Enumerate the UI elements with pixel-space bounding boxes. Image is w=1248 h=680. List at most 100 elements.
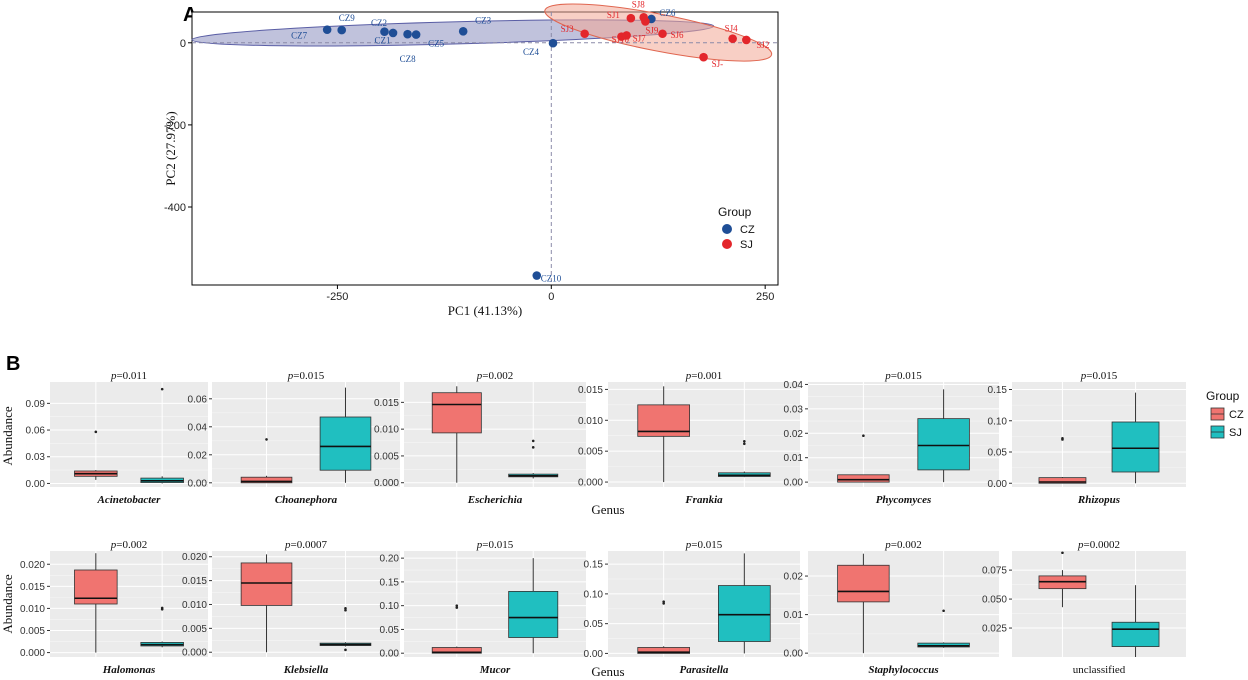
y-tick-label: 0.015 <box>374 398 399 409</box>
point-label: SJ- <box>712 59 724 69</box>
y-tick-label: 0.05 <box>380 625 400 636</box>
box-plot-grid: 0.000.030.060.09p=0.011Acinetobacter0.00… <box>0 370 1244 679</box>
box-cz <box>240 562 293 606</box>
p-value-label: p=0.015 <box>1080 370 1118 382</box>
p-symbol: p <box>1077 539 1084 551</box>
p-value-label: p=0.0002 <box>1077 539 1120 551</box>
x-axis-title: PC1 (41.13%) <box>448 303 522 318</box>
genus-label: unclassified <box>1073 664 1126 676</box>
genus-label: Rhizopus <box>1077 494 1120 506</box>
p-value: =0.015 <box>293 370 324 382</box>
facet-phycomyces: 0.00 0.01 0.02 0.03 0.04 p=0.015 Phycomyces <box>784 370 999 506</box>
y-tick-label: 0.15 <box>988 385 1008 396</box>
p-value-label: p=0.002 <box>110 539 147 551</box>
y-tick-label: 0.02 <box>784 572 804 583</box>
y-tick-label: 0.04 <box>188 422 208 433</box>
outlier-point <box>531 439 535 443</box>
genus-label: Escherichia <box>467 494 523 506</box>
point-label: SJ10 <box>611 35 629 45</box>
genus-label: Frankia <box>684 494 723 506</box>
panel-label-b: B <box>6 353 20 375</box>
y-tick-label: 0.015 <box>578 385 603 396</box>
outlier-point <box>531 446 535 449</box>
y-axis-title-row1: Abundance <box>0 406 15 465</box>
genus-label: Choanephora <box>275 494 338 506</box>
outlier-point <box>344 608 347 612</box>
point-label: SJ2 <box>756 40 769 50</box>
point-sj10 <box>617 32 626 41</box>
y-tick-label: 0.020 <box>20 560 45 571</box>
box-cz <box>837 474 890 483</box>
y-tick-label: 0.005 <box>374 451 399 462</box>
p-symbol: p <box>685 539 692 551</box>
box-cz <box>240 476 293 484</box>
y-tick-label: 0.010 <box>182 600 207 611</box>
point-sj3 <box>580 29 589 39</box>
p-value-label: p=0.001 <box>685 370 722 382</box>
y-tick-label: 0.15 <box>380 577 400 588</box>
y-tick-label: 0.20 <box>380 554 400 565</box>
p-value-label: p=0.015 <box>884 370 922 382</box>
box-sj <box>508 591 559 638</box>
y-tick-label: 0.015 <box>20 582 45 593</box>
genus-label: Phycomyces <box>876 494 932 506</box>
facet-staphylococcus: 0.00 0.01 0.02 p=0.002 Staphylococcus <box>784 539 999 676</box>
point-cz9 <box>337 25 347 35</box>
point-label: SJ6 <box>671 30 685 40</box>
box-sj <box>1111 421 1160 473</box>
p-value-label: p=0.011 <box>110 370 147 382</box>
point-label: CZ6 <box>659 8 676 18</box>
legend-label: CZ <box>1229 409 1244 421</box>
outlier-point <box>455 604 459 607</box>
outlier-point <box>662 602 665 605</box>
box-sj <box>917 418 970 471</box>
genus-label: Mucor <box>479 664 511 676</box>
box-cz <box>1038 477 1087 484</box>
y-tick-label: 0.00 <box>188 478 208 489</box>
y-tick-label: 0.03 <box>26 452 46 463</box>
box-cz <box>431 647 482 654</box>
point-sj- <box>699 52 708 62</box>
y-tick-label: -400 <box>164 202 186 214</box>
outlier-point <box>862 434 865 438</box>
y-tick-label: 0.020 <box>182 552 207 563</box>
y-tick-label: 0.10 <box>988 416 1008 427</box>
point-cz8 <box>403 29 412 39</box>
facet-background <box>212 382 400 487</box>
point-cz3 <box>458 26 468 36</box>
p-symbol: p <box>110 539 117 551</box>
x-axis-title-row1: Genus <box>591 502 624 517</box>
outlier-point <box>942 609 945 613</box>
facet-frankia: 0.000 0.005 0.010 0.015 p=0.001 Frankia <box>578 370 800 506</box>
p-symbol: p <box>884 539 891 551</box>
p-value-label: p=0.002 <box>476 370 513 382</box>
point-label: SJ7 <box>633 33 647 43</box>
point-label: SJ9 <box>645 25 659 35</box>
p-value: =0.015 <box>482 539 513 551</box>
p-value-label: p=0.002 <box>884 539 921 551</box>
outlier-point <box>160 387 164 391</box>
x-tick-label: 250 <box>756 291 774 303</box>
facet-rhizopus: 0.00 0.05 0.10 0.15 p=0.015 Rhizopus <box>988 370 1186 506</box>
y-tick-label: 0.015 <box>182 576 207 587</box>
y-tick-label: 0.05 <box>584 619 604 630</box>
y-tick-label: 0.00 <box>380 649 400 660</box>
point-label: SJ8 <box>632 0 646 9</box>
facet-unclassified: 0.025 0.050 0.075 p=0.0002 unclassified <box>982 539 1186 676</box>
x-tick-label: 0 <box>548 291 554 303</box>
genus-label: Acinetobacter <box>97 494 162 506</box>
y-tick-label: 0.010 <box>20 604 45 615</box>
legend-title: Group <box>718 205 752 219</box>
outlier-point <box>344 606 347 610</box>
point-cz7 <box>322 25 332 34</box>
y-tick-label: 0.00 <box>784 649 804 660</box>
outlier-point <box>662 600 665 603</box>
y-tick-label: 0.050 <box>982 595 1007 606</box>
y-axis-title-row2: Abundance <box>0 574 15 633</box>
outlier-point <box>344 648 347 652</box>
point-cz5 <box>411 30 421 39</box>
confidence-ellipse-sj <box>544 3 773 62</box>
p-value: =0.002 <box>116 539 147 551</box>
y-tick-label: 0.03 <box>784 404 804 415</box>
